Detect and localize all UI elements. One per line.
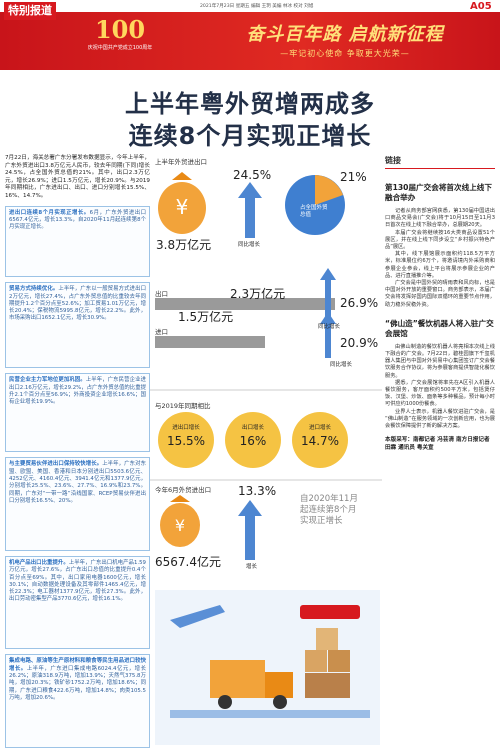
total-growth: 24.5% (233, 168, 272, 182)
info-box: 集成电路、原油等生产原材料和粮食等民生用品进口较快增长。上半年，广东进口集成电路… (5, 654, 150, 748)
svg-text:¥: ¥ (176, 195, 189, 219)
top-bar (0, 0, 500, 14)
box-text: 上半年，广东进口集成电路6024.4亿元，增长26.2%；原油318.9万吨，增… (9, 665, 146, 701)
intro-paragraph: 7月22日，海关总署广东分署发布数据显示，今年上半年，广东外贸进出口3.8万亿元… (5, 155, 150, 199)
money-bag-icon: ¥ (160, 495, 200, 547)
import-arrow (320, 312, 336, 358)
box-text: 6月，广东外贸进出口6567.4亿元，增长13.3%，自2020年11月起连续第… (9, 209, 146, 231)
sub-slogan: —牢记初心使命 争取更大光荣— (280, 49, 410, 58)
total-value: 3.8万亿元 (156, 238, 212, 252)
box-text: 上半年，广东以一般贸易方式进出口2万亿元，增长27.4%，占广东外贸总值的比重较… (9, 286, 146, 322)
box-text: 上半年，广东对东盟、欧盟、美国、香港和日本分别进出口5503.6亿元、4252亿… (9, 461, 146, 504)
article-paragraph: 广交会是中国外贸的晴雨表和风向标，也是中国对外开放的重要窗口。商务部表示，本届广… (385, 280, 495, 308)
compare-value: 16% (239, 434, 267, 448)
info-box: 与主要贸易伙伴进出口保持较快增长。上半年，广东对东盟、欧盟、美国、香港和日本分别… (5, 457, 150, 551)
compare-circle (292, 412, 348, 468)
export-value: 2.3万亿元 (230, 287, 286, 301)
box-lead: 进出口连续8个月实现正增长。 (9, 209, 90, 216)
article-title: 第130届广交会将首次线上线下融合举办 (385, 183, 492, 202)
anniversary-logo: 100 庆祝中国共产党成立100周年 (60, 16, 180, 66)
info-box: 贸易方式持续优化。上半年，广东以一般贸易方式进出口2万亿元，增长27.4%，占广… (5, 282, 150, 369)
streak-note: 自2020年11月起连续第8个月实现正增长 (300, 494, 358, 526)
compare-label: 出口增长 (241, 425, 264, 431)
compare-circle (158, 412, 214, 468)
compare-value: 14.7% (300, 434, 340, 448)
infographic: ¥ ¥ (150, 172, 382, 745)
box-lead: 集成电路、原油等生产原材料和粮食等民生用品进口较快增长。 (9, 658, 146, 672)
import-caption: 同比增长 (330, 362, 353, 368)
box-lead: 贸易方式持续优化。 (9, 286, 59, 293)
info-box: 机电产品出口比重提升。上半年，广东出口机电产品1.59万亿元，增长27.6%，占… (5, 555, 150, 650)
article-paragraph: 记者从商务部官网获悉，第130届中国进出口商品交易会(广交会)将于10月15日至… (385, 208, 495, 229)
share-pie (285, 175, 345, 235)
article-paragraph: 本届广交会将继续按16大类商品设置51个展区，并在线上线下同步设立“乡村振兴特色… (385, 229, 495, 251)
info-box: 民营企业主力军地位更加巩固。上半年，广东民营企业进出口2.16万亿元，增长29.… (5, 373, 150, 453)
compare-circle (225, 412, 281, 468)
compare-value: 15.5% (166, 434, 206, 448)
article-paragraph: 业界人士表示，机器人餐饮进驻广交会，是“佛山制造”在服务领域的一次创新应用，也为… (385, 408, 495, 430)
byline: 本版采写：南都记者 冯芸清 南方日报记者 田霖 通讯员 粤关宣 (385, 437, 490, 452)
growth-arrow (238, 500, 262, 560)
import-growth: 20.9% (340, 336, 379, 350)
info-box: 进出口连续8个月实现正增长。6月，广东外贸进出口6567.4亿元，增长13.3%… (5, 205, 150, 278)
article-paragraph: 其中，线下展馆展示面积约118.5万平方米，标准展位约6万个，将邀请境内外采购商… (385, 251, 495, 279)
headline: 上半年粤外贸增两成多 (125, 90, 375, 118)
box-lead: 民营企业主力军地位更加巩固。 (9, 377, 86, 384)
article-paragraph: 由佛山制造的餐饮机器人将亮相本次线上线下融合的广交会。7月22日，碧桂园旗下千玺… (385, 343, 495, 379)
june-growth: 13.3% (238, 484, 277, 498)
section-label: 特别报道 (4, 2, 56, 20)
export-growth: 26.9% (340, 296, 379, 310)
sidebar: 链接 第130届广交会将首次线上线下融合举办 记者从商务部官网获悉，第130届中国… (385, 155, 495, 747)
page-number: A05 (470, 1, 492, 12)
growth-caption: 同比增长 (238, 242, 261, 248)
import-value: 1.5万亿元 (178, 310, 234, 324)
import-bar (155, 336, 265, 348)
export-label: 出口 (155, 290, 168, 298)
june-label: 今年6月外贸进出口 (155, 486, 212, 494)
box-lead: 与主要贸易伙伴进出口保持较快增长。 (9, 461, 103, 468)
compare-label: 进出口增长 (172, 425, 200, 431)
export-arrow (320, 268, 336, 320)
export-caption: 同比增长 (318, 324, 341, 330)
headline: 连续8个月实现正增长 (128, 122, 372, 150)
box-text: 上半年，广东民营企业进出口2.16万亿元，增长29.2%，占广东外贸总值的比重提… (9, 377, 146, 406)
compare-label: 与2019年同期相比 (155, 402, 211, 410)
anniversary-number: 100 (94, 15, 146, 44)
money-bag-icon: ¥ (158, 172, 206, 234)
article-paragraph: 据悉，广交会展馆将率先在A区引入机器人餐饮服务，客厅面积约500平方米，包括煲仔… (385, 379, 495, 408)
share-value: 21% (340, 170, 367, 184)
svg-text:¥: ¥ (175, 516, 185, 535)
box-lead: 机电产品出口比重提升。 (9, 559, 69, 566)
dateline: 2021年7月23日 星期五 编辑 王玥 美编 林冰 校对 刘旭 (200, 4, 314, 9)
banner (0, 12, 500, 70)
anniversary-text: 庆祝中国共产党成立100周年 (87, 45, 153, 51)
june-value: 6567.4亿元 (155, 555, 221, 569)
compare-label: 进口增长 (308, 425, 331, 431)
growth-arrow (238, 182, 262, 238)
trade-illustration (155, 590, 380, 745)
left-column: 7月22日，海关总署广东分署发布数据显示，今年上半年，广东外贸进出口3.8万亿元… (5, 155, 150, 748)
export-bar (155, 298, 335, 310)
sidebar-label: 链接 (385, 155, 495, 169)
total-label: 上半年外贸进出口 (155, 158, 207, 166)
article-title: “佛山造”餐饮机器人将入驻广交会展馆 (385, 318, 494, 338)
box-text: 上半年，广东出口机电产品1.59万亿元，增长27.6%，占广东出口总值的比重提升… (9, 559, 146, 603)
share-caption: 占全国外贸总值 (300, 205, 328, 218)
june-caption: 增长 (246, 564, 258, 570)
slogan: 奋斗百年路 启航新征程 (246, 24, 444, 45)
import-label: 进口 (155, 328, 168, 336)
